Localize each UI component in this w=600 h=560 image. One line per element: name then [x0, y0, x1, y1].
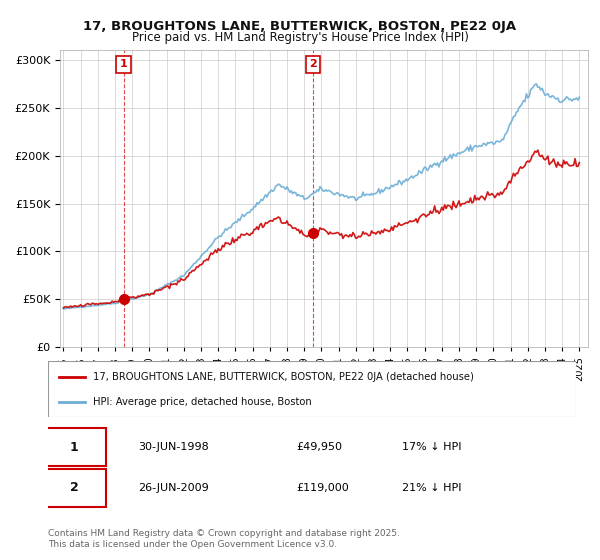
Text: 21% ↓ HPI: 21% ↓ HPI	[402, 483, 461, 493]
Text: 17, BROUGHTONS LANE, BUTTERWICK, BOSTON, PE22 0JA: 17, BROUGHTONS LANE, BUTTERWICK, BOSTON,…	[83, 20, 517, 32]
Text: £119,000: £119,000	[296, 483, 349, 493]
Text: Contains HM Land Registry data © Crown copyright and database right 2025.
This d: Contains HM Land Registry data © Crown c…	[48, 529, 400, 549]
Text: 30-JUN-1998: 30-JUN-1998	[138, 442, 209, 452]
Text: Price paid vs. HM Land Registry's House Price Index (HPI): Price paid vs. HM Land Registry's House …	[131, 31, 469, 44]
FancyBboxPatch shape	[48, 361, 576, 417]
Text: 26-JUN-2009: 26-JUN-2009	[138, 483, 209, 493]
Text: 17% ↓ HPI: 17% ↓ HPI	[402, 442, 461, 452]
FancyBboxPatch shape	[43, 469, 106, 507]
Text: HPI: Average price, detached house, Boston: HPI: Average price, detached house, Bost…	[93, 396, 311, 407]
Text: 17, BROUGHTONS LANE, BUTTERWICK, BOSTON, PE22 0JA (detached house): 17, BROUGHTONS LANE, BUTTERWICK, BOSTON,…	[93, 372, 474, 382]
Text: £49,950: £49,950	[296, 442, 342, 452]
Text: 2: 2	[309, 59, 317, 69]
Text: 1: 1	[70, 441, 79, 454]
Text: 2: 2	[70, 482, 79, 494]
Text: 1: 1	[120, 59, 128, 69]
FancyBboxPatch shape	[43, 428, 106, 466]
